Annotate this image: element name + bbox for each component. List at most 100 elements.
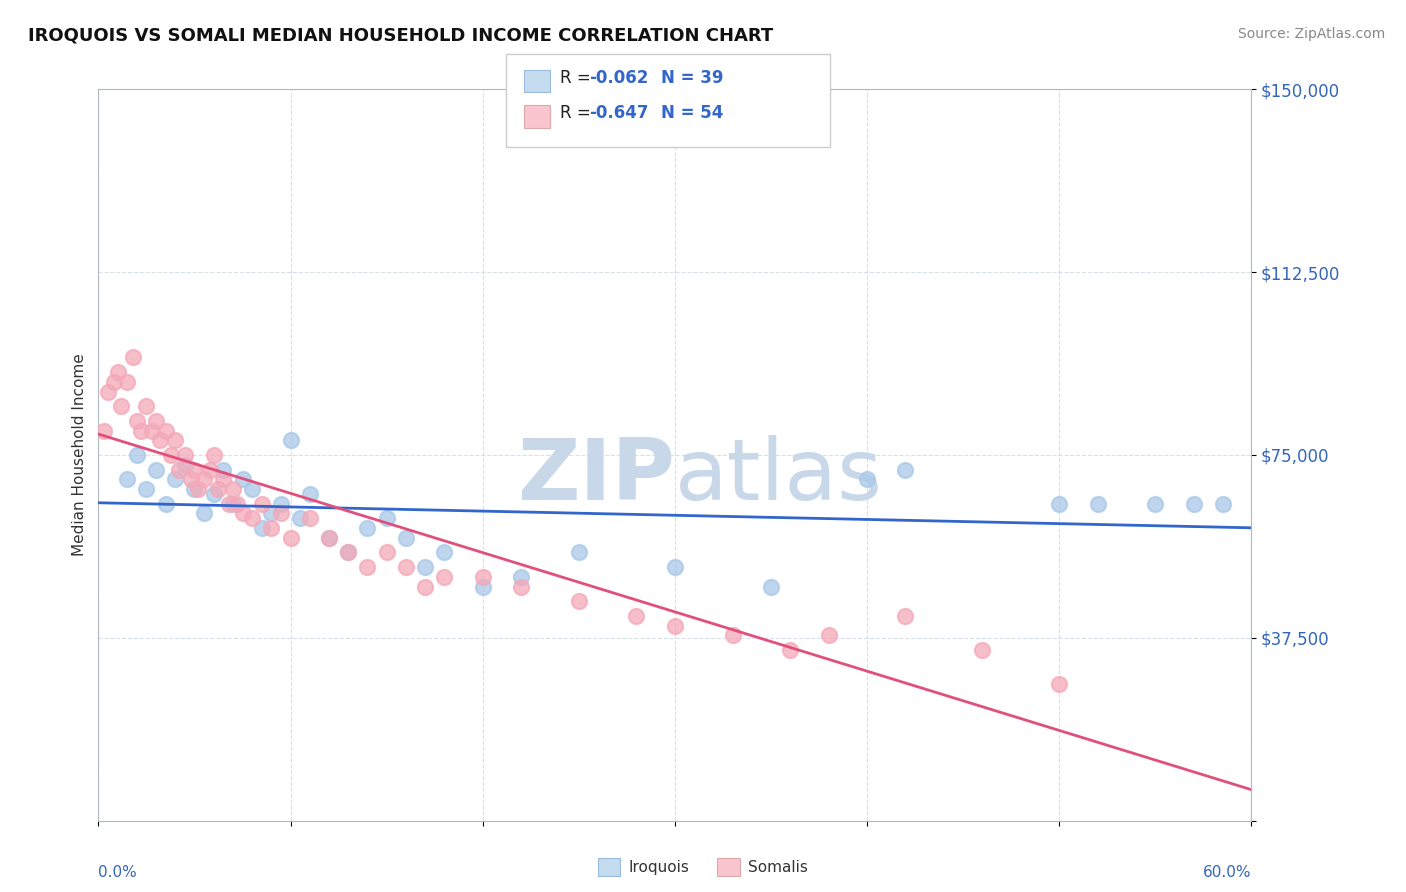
Point	[212, 472, 235, 486]
Point	[165, 472, 187, 486]
Point	[413, 560, 436, 574]
Point	[1047, 677, 1070, 691]
Point	[471, 580, 494, 594]
Point	[337, 545, 360, 559]
Point	[125, 414, 148, 428]
Text: IROQUOIS VS SOMALI MEDIAN HOUSEHOLD INCOME CORRELATION CHART: IROQUOIS VS SOMALI MEDIAN HOUSEHOLD INCO…	[28, 27, 773, 45]
Point	[568, 594, 591, 608]
Text: -0.647: -0.647	[589, 104, 648, 122]
Point	[155, 497, 177, 511]
Point	[183, 482, 205, 496]
Point	[298, 511, 321, 525]
Point	[110, 399, 132, 413]
Point	[664, 618, 686, 632]
Point	[135, 482, 157, 496]
Point	[721, 628, 744, 642]
Point	[318, 531, 340, 545]
Text: Iroquois: Iroquois	[628, 860, 689, 874]
Point	[141, 424, 163, 438]
Text: N = 39: N = 39	[661, 69, 723, 87]
Point	[198, 462, 221, 476]
Point	[183, 462, 205, 476]
Point	[231, 507, 254, 521]
Point	[250, 521, 273, 535]
Point	[202, 448, 225, 462]
Point	[107, 365, 129, 379]
Point	[817, 628, 839, 642]
Point	[779, 643, 801, 657]
Point	[135, 399, 157, 413]
Point	[280, 434, 302, 448]
Point	[1212, 497, 1234, 511]
Point	[180, 472, 202, 486]
Point	[433, 545, 456, 559]
Point	[231, 472, 254, 486]
Point	[568, 545, 591, 559]
Point	[395, 560, 418, 574]
Point	[240, 482, 263, 496]
Point	[972, 643, 994, 657]
Y-axis label: Median Household Income: Median Household Income	[72, 353, 87, 557]
Point	[187, 482, 209, 496]
Point	[280, 531, 302, 545]
Point	[93, 424, 115, 438]
Text: R =: R =	[560, 104, 596, 122]
Point	[222, 497, 245, 511]
Point	[260, 507, 283, 521]
Point	[290, 511, 312, 525]
Point	[375, 545, 398, 559]
Point	[894, 462, 917, 476]
Text: -0.062: -0.062	[589, 69, 648, 87]
Point	[510, 570, 533, 584]
Text: Source: ZipAtlas.com: Source: ZipAtlas.com	[1237, 27, 1385, 41]
Point	[626, 608, 648, 623]
Point	[759, 580, 782, 594]
Point	[145, 414, 167, 428]
Point	[1087, 497, 1109, 511]
Point	[155, 424, 177, 438]
Point	[1144, 497, 1167, 511]
Point	[125, 448, 148, 462]
Point	[167, 462, 190, 476]
Point	[250, 497, 273, 511]
Point	[129, 424, 152, 438]
Point	[894, 608, 917, 623]
Point	[149, 434, 172, 448]
Point	[103, 375, 125, 389]
Point	[413, 580, 436, 594]
Point	[510, 580, 533, 594]
Point	[270, 507, 292, 521]
Point	[318, 531, 340, 545]
Point	[225, 497, 247, 511]
Point	[356, 521, 378, 535]
Point	[145, 462, 167, 476]
Text: atlas: atlas	[675, 435, 883, 518]
Point	[240, 511, 263, 525]
Point	[222, 482, 245, 496]
Point	[212, 462, 235, 476]
Point	[433, 570, 456, 584]
Point	[337, 545, 360, 559]
Point	[298, 487, 321, 501]
Point	[856, 472, 879, 486]
Text: 0.0%: 0.0%	[98, 864, 138, 880]
Point	[174, 458, 197, 472]
Point	[471, 570, 494, 584]
Point	[395, 531, 418, 545]
Point	[202, 487, 225, 501]
Point	[193, 472, 215, 486]
Point	[122, 351, 145, 365]
Point	[270, 497, 292, 511]
Text: Somalis: Somalis	[748, 860, 808, 874]
Text: N = 54: N = 54	[661, 104, 723, 122]
Point	[97, 384, 120, 399]
Point	[1182, 497, 1205, 511]
Point	[117, 375, 139, 389]
Point	[165, 434, 187, 448]
Text: ZIP: ZIP	[517, 435, 675, 518]
Text: 60.0%: 60.0%	[1204, 864, 1251, 880]
Text: R =: R =	[560, 69, 596, 87]
Point	[117, 472, 139, 486]
Point	[664, 560, 686, 574]
Point	[207, 482, 229, 496]
